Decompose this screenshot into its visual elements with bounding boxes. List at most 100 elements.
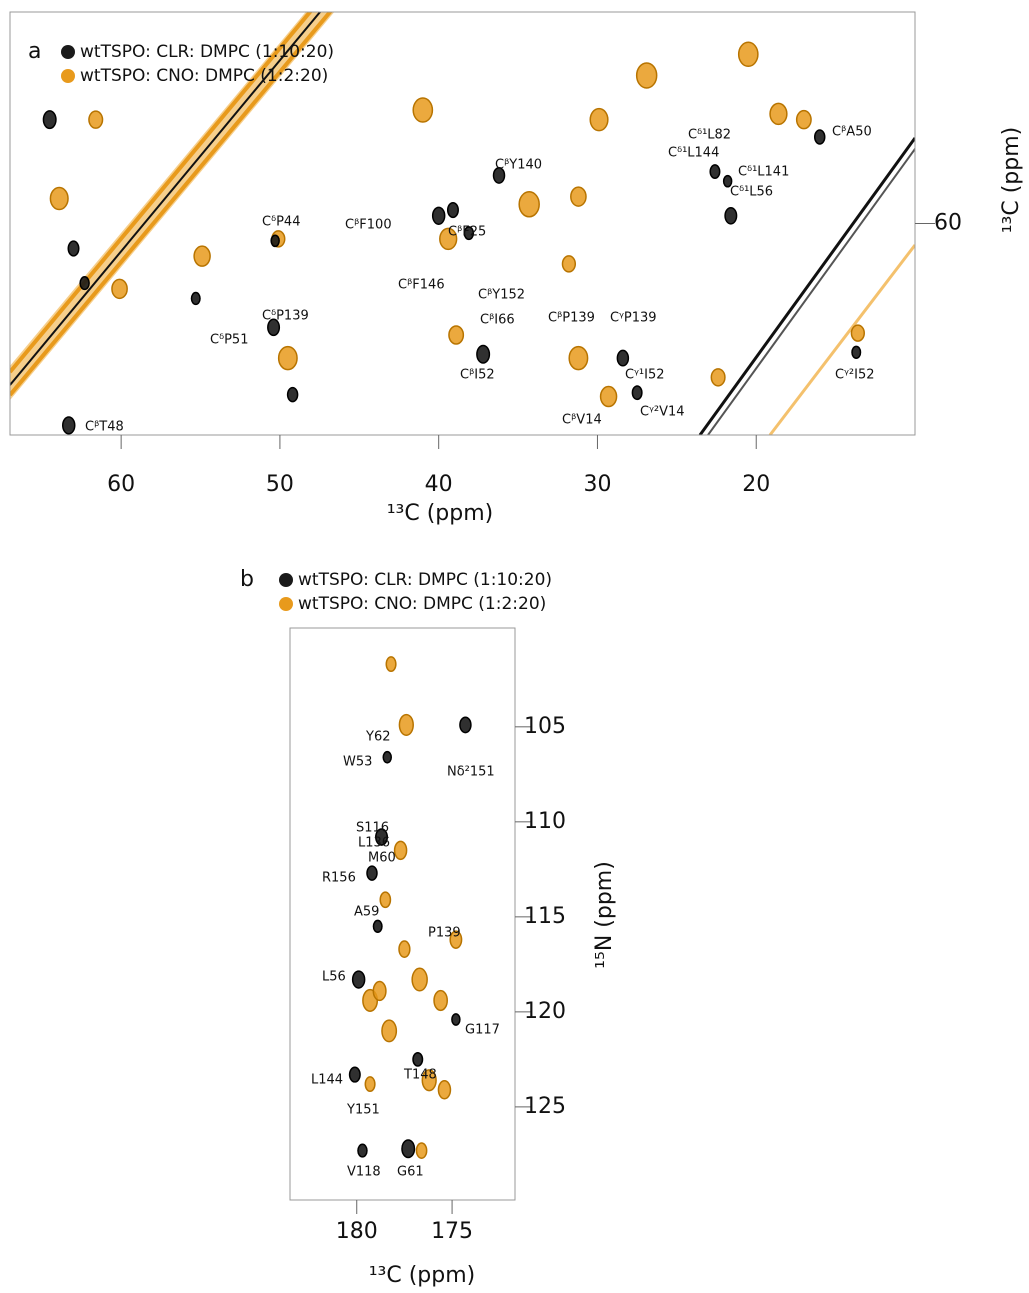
y-axis-title: ¹⁵N (ppm) [592,861,617,969]
y-tick-label: 125 [524,1094,566,1119]
y-tick-label: 120 [524,999,566,1024]
peak [365,1077,375,1091]
peak [739,42,758,66]
peak [112,279,127,298]
peak-annotation: W53 [343,755,372,770]
peak-annotation: G117 [465,1023,500,1038]
peak-annotation: Cᵞ¹I52 [625,368,665,383]
peak [632,386,642,399]
peak [601,387,617,407]
peak [367,866,377,880]
peak-annotation: Y151 [346,1103,380,1118]
peak [770,103,787,124]
peak [68,241,79,256]
peak [448,203,459,218]
peak [63,417,75,434]
legend-marker [279,573,293,587]
peak-annotation: CᵝY152 [478,288,525,303]
peak [358,1144,367,1157]
peak [80,277,89,290]
peak-annotation: CᵟP51 [210,333,248,348]
peak [569,347,587,370]
legend-marker [61,45,75,59]
peak [851,325,864,341]
peak-annotation: S116 [356,821,389,836]
legend-marker [61,69,75,83]
plot-frame [290,628,515,1200]
peak [416,1143,426,1158]
x-tick-label: 50 [266,472,294,497]
peak [399,715,413,736]
peak-annotation: G61 [397,1165,424,1180]
peak-annotation: CᵝY140 [495,158,542,173]
peak [477,345,490,363]
legend-label: wtTSPO: CNO: DMPC (1:2:20) [80,66,328,86]
x-tick-label: 60 [107,472,135,497]
peak [279,347,297,370]
peak [562,256,575,272]
x-tick-label: 40 [425,472,453,497]
peak-annotation: CᵝP139 [548,311,595,326]
peak [383,752,391,763]
peak [460,717,471,732]
y-tick-label: 60 [934,211,962,236]
peak [452,1014,460,1025]
peak [194,246,210,266]
peak [399,941,410,957]
y-tick-label: 110 [524,809,566,834]
peak-annotation: R156 [322,871,356,886]
y-tick-label: 115 [524,904,566,929]
x-tick-label: 175 [431,1219,473,1244]
peak [725,208,737,224]
figure: a 60 50 40 30 20 60 ¹³C (ppm) ¹³C (ppm) wtTSPO: C… [0,0,1029,1293]
peak-annotation: Cᵟ¹L82 [688,128,731,143]
peak-annotation: CᵝI66 [480,313,515,328]
x-axis-title: ¹³C (ppm) [387,501,494,526]
peak [382,1020,396,1042]
peak-annotation: CᵟP44 [262,215,300,230]
peak-annotation: CᵝI52 [460,368,495,383]
peak-annotation: A59 [354,905,379,920]
peak [192,293,201,305]
peak-annotation: Cᵟ¹L56 [730,185,773,200]
x-tick-label: 20 [742,472,770,497]
peak-annotation: L56 [322,970,346,985]
peak-annotation: T148 [403,1068,437,1083]
peak [433,207,445,224]
y-axis-title: ¹³C (ppm) [999,127,1024,234]
peak [571,187,586,206]
peak-annotation: Cᵟ¹L144 [668,146,719,161]
peak-annotation: Cᵞ²V14 [640,405,685,420]
peak [815,130,825,144]
peak-annotation: V118 [347,1165,381,1180]
legend-marker [279,597,293,611]
peak [89,111,103,128]
peak [350,1067,361,1082]
legend-label: wtTSPO: CLR: DMPC (1:10:20) [298,570,552,590]
peak-annotation: CᵝA50 [832,125,872,140]
peak-annotation: L136 [358,836,390,851]
peak-annotation: Cᵟ¹L141 [738,165,789,180]
peak-annotation: Y62 [365,730,390,745]
peak [288,388,298,402]
peak [434,991,447,1011]
peak [386,657,396,671]
peak [412,968,427,991]
panel-label: a [28,39,41,64]
peak-annotation: CᵝF100 [345,218,392,233]
peak [617,350,628,365]
peak-annotation: CᵝT48 [85,420,124,435]
x-tick-label: 30 [583,472,611,497]
peak-annotation: CᵟP139 [262,309,309,324]
peak-annotation: P139 [428,926,461,941]
peak [373,920,382,932]
peak [449,326,463,344]
peak-annotation: Cᵞ²I52 [835,368,875,383]
peak [402,1140,415,1158]
y-tick-label: 105 [524,714,566,739]
peak [43,111,56,129]
peak [637,63,657,88]
peak-annotation: CᵝF25 [448,225,486,240]
legend-label: wtTSPO: CLR: DMPC (1:10:20) [80,42,334,62]
peak-annotation: CᵞP139 [610,311,657,326]
